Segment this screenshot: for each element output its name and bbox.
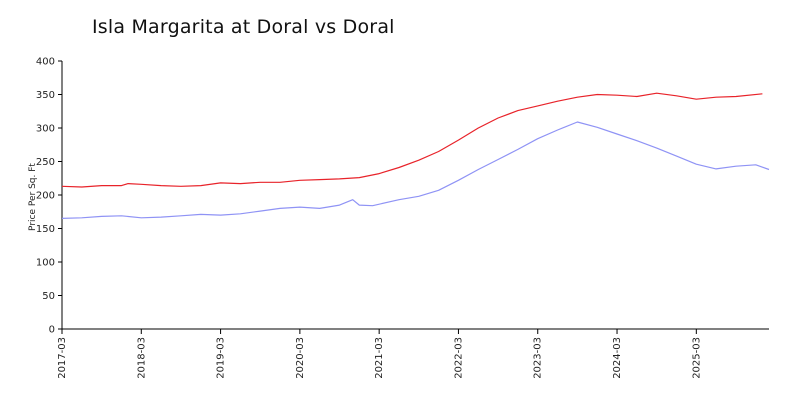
- series-line-1: [61, 92, 763, 188]
- y-tick-label: 150: [36, 224, 55, 235]
- x-tick-label: 2023-03: [533, 337, 544, 379]
- y-tick-label: 50: [42, 291, 55, 302]
- chart-title: Isla Margarita at Doral vs Doral: [92, 16, 395, 38]
- y-tick-label: 400: [36, 57, 55, 68]
- x-tick-label: 2017-03: [57, 337, 68, 379]
- x-tick-label: 2020-03: [295, 337, 306, 379]
- x-tick-label: 2019-03: [216, 337, 227, 379]
- x-tick-label: 2018-03: [136, 337, 147, 379]
- y-tick-label: 300: [36, 124, 55, 135]
- x-tick-label: 2025-03: [691, 337, 702, 379]
- y-axis-title: Price Per Sq. Ft: [28, 163, 38, 231]
- x-tick-label: 2024-03: [612, 337, 623, 379]
- y-tick-label: 100: [36, 258, 55, 269]
- y-tick-label: 0: [49, 325, 55, 336]
- x-tick-label: 2022-03: [453, 337, 464, 379]
- y-tick-label: 350: [36, 90, 55, 101]
- series-line-2: [61, 121, 770, 219]
- y-tick-label: 250: [36, 157, 55, 168]
- x-tick-label: 2021-03: [374, 337, 385, 379]
- y-tick-label: 200: [36, 191, 55, 202]
